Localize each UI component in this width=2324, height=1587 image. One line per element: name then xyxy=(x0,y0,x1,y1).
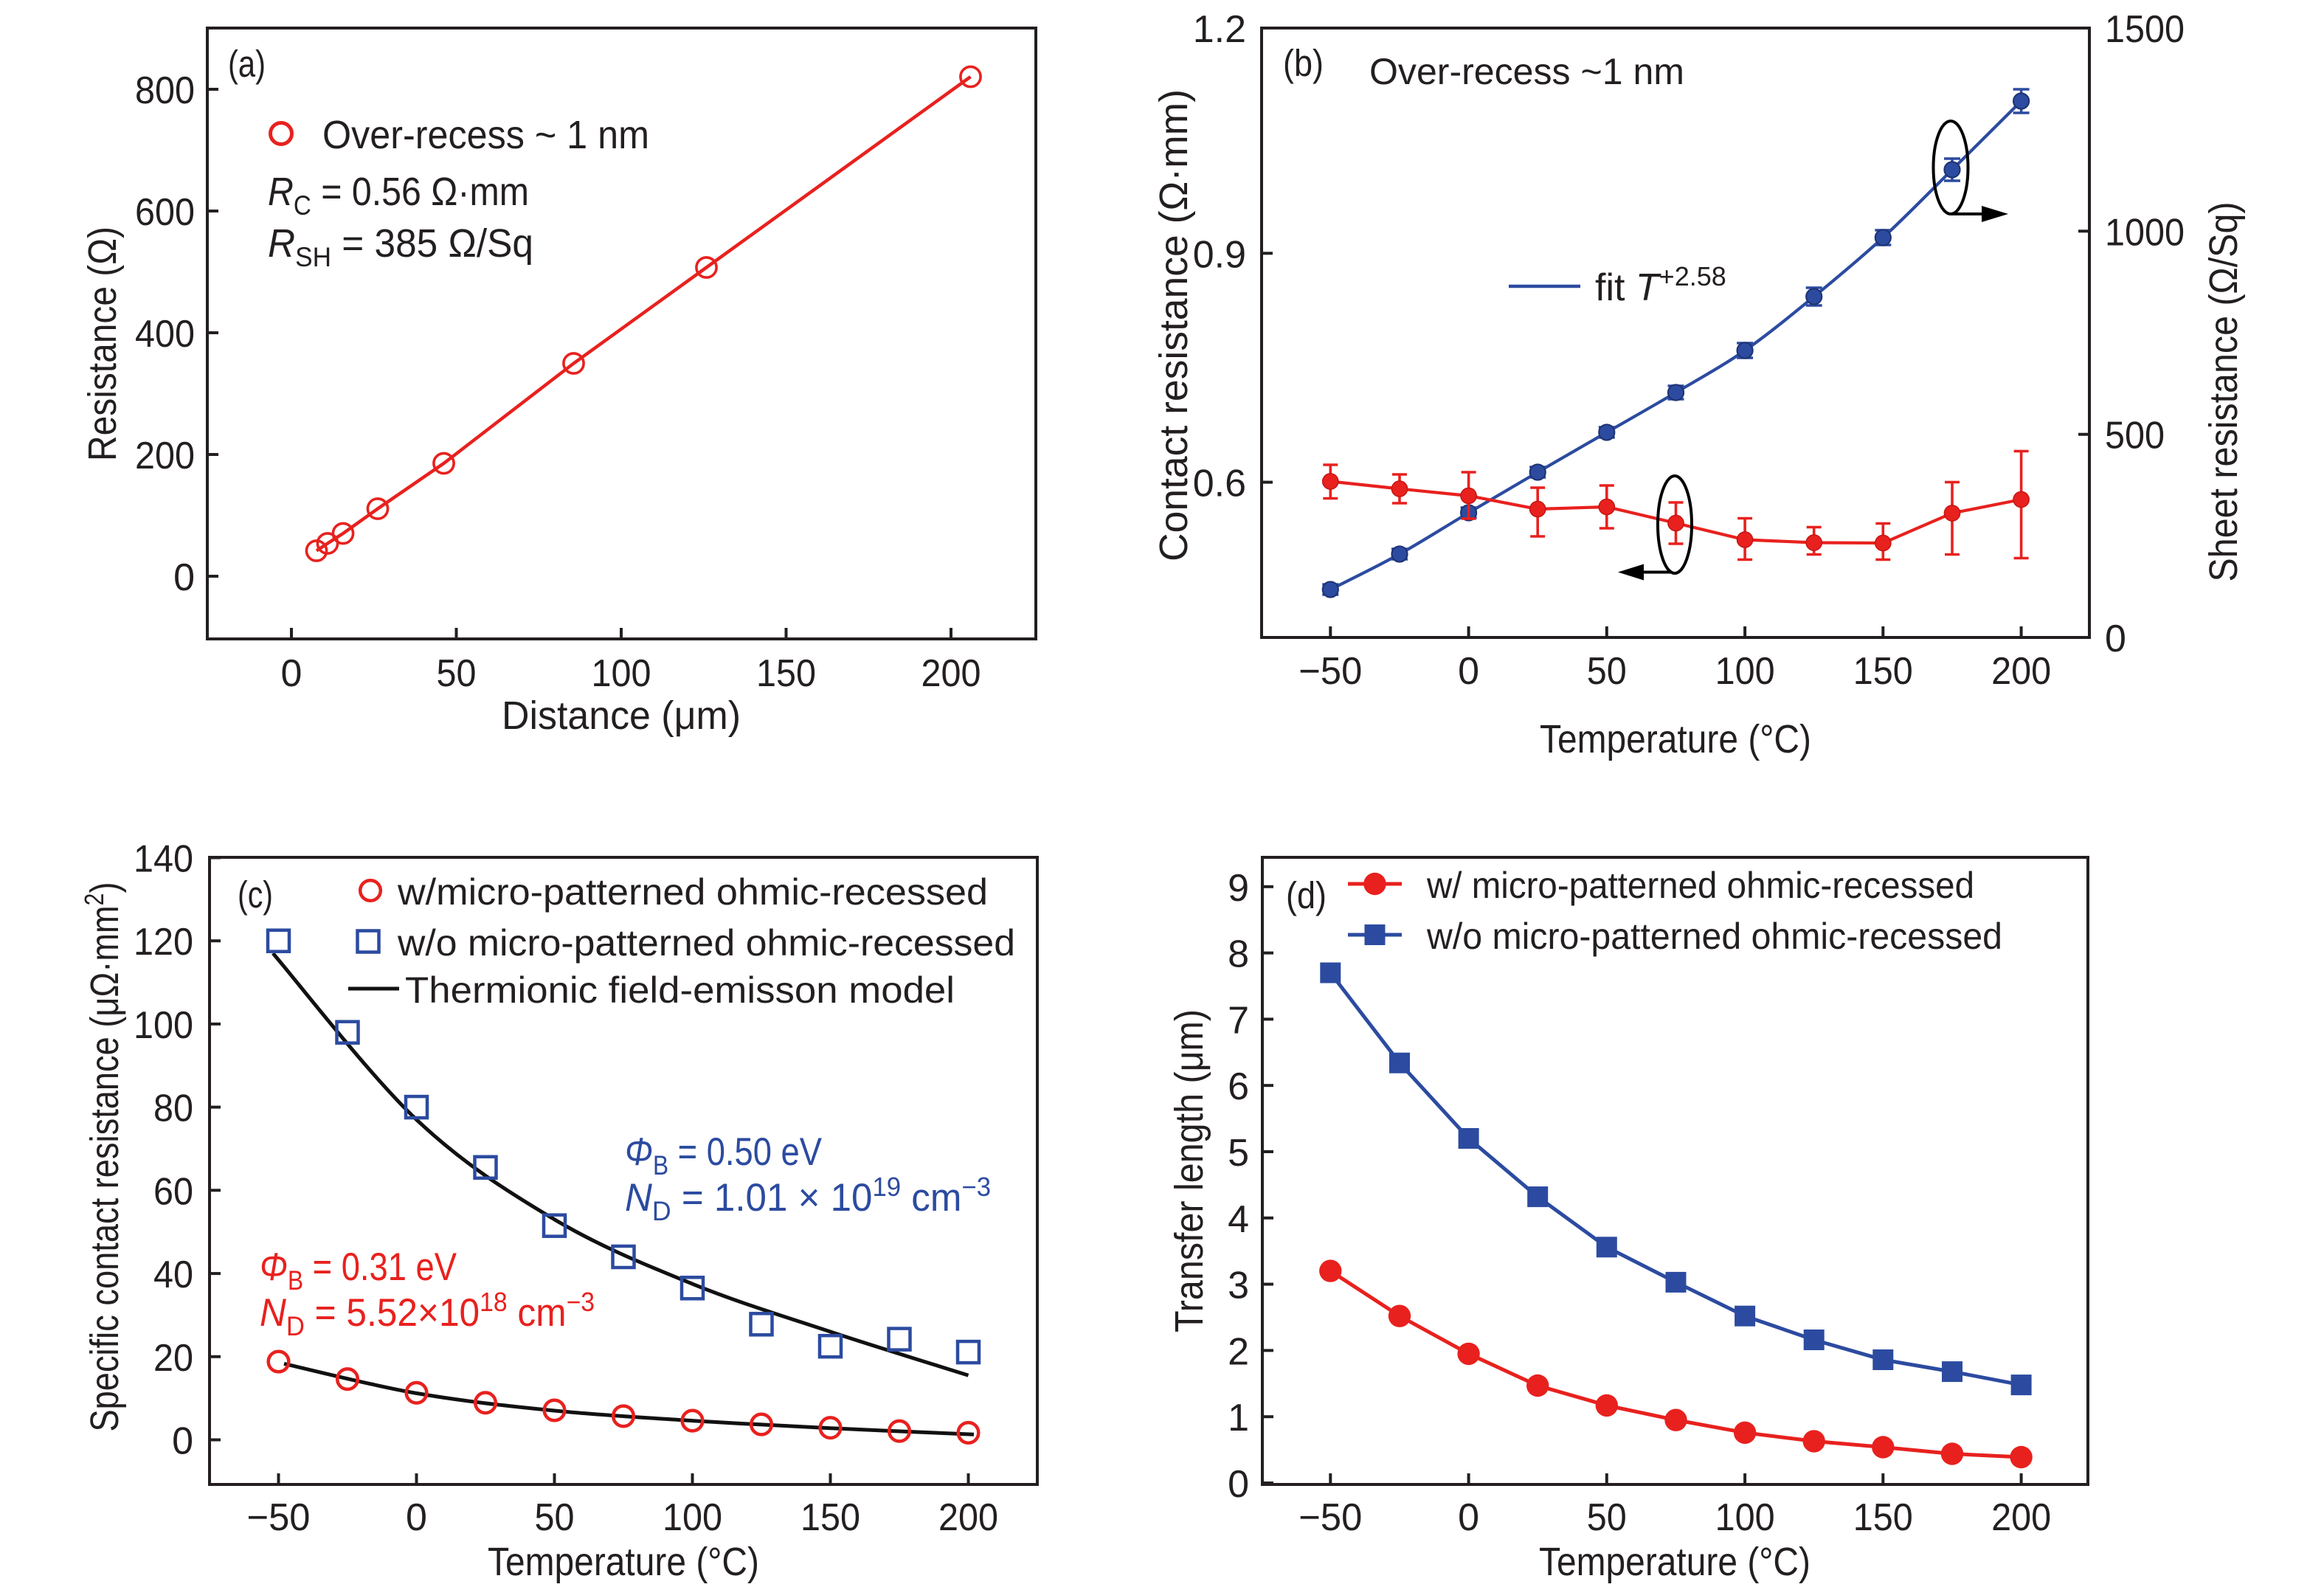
svg-text:1000: 1000 xyxy=(2105,211,2185,254)
svg-text:(d): (d) xyxy=(1286,874,1327,916)
svg-text:0: 0 xyxy=(1458,1496,1479,1539)
svg-text:200: 200 xyxy=(1991,650,2051,693)
svg-text:0: 0 xyxy=(406,1496,427,1539)
svg-text:Sheet resistance (Ω/Sq): Sheet resistance (Ω/Sq) xyxy=(2202,202,2246,582)
svg-text:Contact resistance (Ω·mm): Contact resistance (Ω·mm) xyxy=(1152,89,1196,561)
svg-text:150: 150 xyxy=(1853,650,1913,693)
svg-text:w/o micro-patterned ohmic-rece: w/o micro-patterned ohmic-recessed xyxy=(397,922,1015,964)
svg-text:−50: −50 xyxy=(247,1496,311,1539)
svg-text:0.6: 0.6 xyxy=(1193,463,1246,505)
svg-text:3: 3 xyxy=(1228,1265,1249,1307)
svg-text:RC = 0.56 Ω·mm: RC = 0.56 Ω·mm xyxy=(268,170,529,221)
svg-text:20: 20 xyxy=(153,1337,193,1380)
svg-text:7: 7 xyxy=(1228,999,1249,1042)
svg-text:1500: 1500 xyxy=(2105,8,2185,51)
svg-text:8: 8 xyxy=(1228,933,1249,976)
svg-text:200: 200 xyxy=(921,652,981,695)
svg-text:200: 200 xyxy=(135,435,195,477)
svg-text:w/micro-patterned ohmic-recess: w/micro-patterned ohmic-recessed xyxy=(397,871,988,913)
svg-text:100: 100 xyxy=(1715,1496,1775,1539)
svg-text:Temperature (°C): Temperature (°C) xyxy=(1540,717,1811,761)
svg-text:0: 0 xyxy=(173,556,195,599)
svg-text:140: 140 xyxy=(134,838,193,881)
svg-text:50: 50 xyxy=(535,1496,575,1539)
svg-text:Thermionic field-emisson model: Thermionic field-emisson model xyxy=(405,969,955,1011)
svg-text:100: 100 xyxy=(1715,650,1775,693)
svg-text:0: 0 xyxy=(2105,618,2126,660)
svg-text:150: 150 xyxy=(800,1496,860,1539)
svg-text:Over-recess ~1 nm: Over-recess ~1 nm xyxy=(1369,51,1684,92)
svg-text:2: 2 xyxy=(1228,1330,1249,1373)
svg-text:ND = 5.52×1018 cm−3: ND = 5.52×1018 cm−3 xyxy=(260,1287,595,1341)
svg-text:−50: −50 xyxy=(1298,1496,1362,1539)
svg-text:60: 60 xyxy=(153,1170,193,1213)
svg-text:50: 50 xyxy=(1587,650,1627,693)
svg-text:ND = 1.01 × 1019 cm−3: ND = 1.01 × 1019 cm−3 xyxy=(625,1172,991,1226)
svg-text:Specific contact resistance (μ: Specific contact resistance (μΩ·mm2) xyxy=(79,882,127,1432)
svg-text:150: 150 xyxy=(1853,1496,1913,1539)
svg-text:150: 150 xyxy=(756,652,816,695)
svg-text:w/ micro-patterned ohmic-reces: w/ micro-patterned ohmic-recessed xyxy=(1426,865,1974,906)
svg-text:(c): (c) xyxy=(238,874,273,916)
svg-text:5: 5 xyxy=(1228,1132,1249,1175)
svg-text:0: 0 xyxy=(1228,1463,1249,1506)
svg-text:1: 1 xyxy=(1228,1397,1249,1439)
svg-text:w/o micro-patterned ohmic-rece: w/o micro-patterned ohmic-recessed xyxy=(1426,916,2002,957)
svg-text:0: 0 xyxy=(172,1420,193,1463)
svg-text:500: 500 xyxy=(2105,415,2165,457)
svg-text:120: 120 xyxy=(134,921,193,964)
svg-text:200: 200 xyxy=(938,1496,998,1539)
svg-text:(a): (a) xyxy=(228,43,266,85)
svg-text:200: 200 xyxy=(1991,1496,2051,1539)
svg-text:80: 80 xyxy=(153,1088,193,1130)
svg-text:Transfer length (μm): Transfer length (μm) xyxy=(1167,1009,1211,1332)
svg-text:−50: −50 xyxy=(1298,650,1362,693)
svg-text:9: 9 xyxy=(1228,867,1249,910)
svg-text:RSH = 385 Ω/Sq: RSH = 385 Ω/Sq xyxy=(268,221,533,272)
svg-text:Resistance (Ω): Resistance (Ω) xyxy=(80,227,125,461)
svg-text:100: 100 xyxy=(663,1496,722,1539)
svg-text:800: 800 xyxy=(135,69,195,112)
svg-text:0: 0 xyxy=(1458,650,1479,693)
svg-text:100: 100 xyxy=(134,1004,193,1047)
svg-text:Temperature (°C): Temperature (°C) xyxy=(488,1540,759,1583)
svg-text:ΦB = 0.50 eV: ΦB = 0.50 eV xyxy=(625,1130,823,1180)
svg-text:Temperature (°C): Temperature (°C) xyxy=(1539,1540,1811,1583)
svg-text:50: 50 xyxy=(437,652,477,695)
svg-text:40: 40 xyxy=(153,1254,193,1296)
svg-text:1.2: 1.2 xyxy=(1193,8,1246,51)
svg-text:400: 400 xyxy=(135,313,195,356)
svg-text:50: 50 xyxy=(1587,1496,1627,1539)
svg-text:(b): (b) xyxy=(1283,42,1324,84)
svg-text:4: 4 xyxy=(1228,1198,1249,1241)
svg-text:100: 100 xyxy=(592,652,651,695)
svg-text:ΦB = 0.31 eV: ΦB = 0.31 eV xyxy=(260,1245,457,1296)
svg-text:6: 6 xyxy=(1228,1065,1249,1108)
svg-text:600: 600 xyxy=(135,191,195,234)
svg-text:0: 0 xyxy=(281,652,302,695)
svg-text:Over-recess ~ 1 nm: Over-recess ~ 1 nm xyxy=(322,113,649,157)
svg-text:Distance (μm): Distance (μm) xyxy=(502,694,741,738)
svg-text:0.9: 0.9 xyxy=(1193,233,1246,276)
